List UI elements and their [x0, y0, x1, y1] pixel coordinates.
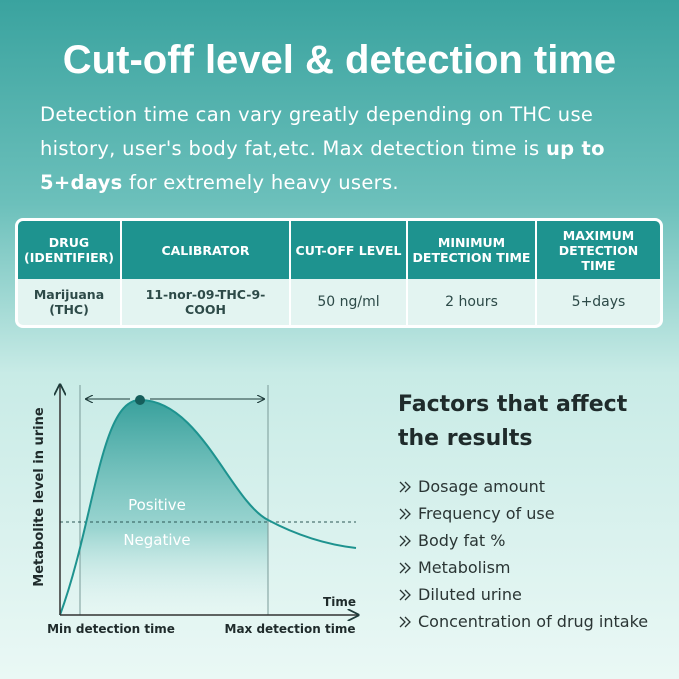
header-cell: MAXIMUM DETECTION TIME: [536, 221, 660, 279]
x-label: Time: [323, 595, 356, 609]
factor-item: Metabolism: [398, 554, 648, 581]
chevron-icon: [399, 589, 411, 600]
factor-item: Diluted urine: [398, 581, 648, 608]
min-label: Min detection time: [47, 622, 175, 636]
max-label: Max detection time: [225, 622, 356, 636]
table-grid: DRUG (IDENTIFIER) CALIBRATOR CUT-OFF LEVEL…: [18, 221, 660, 325]
cell: 5+days: [571, 294, 626, 310]
header-cell: CALIBRATOR: [121, 221, 291, 279]
header-cell: MINIMUM DETECTION TIME: [407, 221, 537, 279]
chevron-icon: [399, 508, 411, 519]
header-row: DRUG (IDENTIFIER) CALIBRATOR CUT-OFF LEVEL…: [18, 221, 660, 279]
peak-dot: [135, 395, 145, 405]
factors-title: Factors that affect the results: [398, 392, 628, 451]
cell: 11-nor-09-THC-9-COOH: [121, 279, 291, 325]
header-cell: DRUG (IDENTIFIER): [18, 221, 122, 279]
factor-text: Body fat %: [418, 531, 506, 550]
factor-item: Concentration of drug intake: [398, 608, 648, 635]
cell: Marijuana (THC): [18, 279, 122, 325]
factors-list: Dosage amount Frequency of use Body fat % M…: [398, 473, 648, 635]
data-row: Marijuana (THC) 11-nor-09-THC-9-COOH 50 ng…: [18, 279, 660, 325]
title: Cut-off level & detection time: [62, 38, 617, 82]
factor-text: Metabolism: [418, 558, 511, 577]
table: DRUG (IDENTIFIER) CALIBRATOR CUT-OFF LEVEL…: [15, 218, 663, 328]
positive-label: Positive: [128, 496, 186, 514]
description: Detection time can vary greatly dependin…: [40, 98, 645, 200]
cell: 2 hours: [407, 279, 537, 325]
desc-text: for extremely heavy users.: [122, 171, 399, 194]
chevron-icon: [399, 481, 411, 492]
factor-text: Concentration of drug intake: [418, 612, 649, 631]
header-cell: CUT-OFF LEVEL: [290, 221, 408, 279]
curve: [59, 398, 357, 616]
factor-item: Body fat %: [398, 527, 648, 554]
negative-label: Negative: [123, 531, 190, 549]
diagram: Positive Negative Metabolite level in ur…: [32, 0, 379, 636]
factor-text: Diluted urine: [418, 585, 522, 604]
cell: 50 ng/ml: [290, 279, 408, 325]
factor-item: Frequency of use: [398, 500, 648, 527]
chevron-icon: [399, 616, 411, 627]
chevron-icon: [399, 535, 411, 546]
desc-bold: up to 5+days: [40, 137, 605, 194]
factor-text: Frequency of use: [418, 504, 555, 523]
desc-text: Detection time can vary greatly dependin…: [40, 103, 594, 160]
y-label: Metabolite level in urine: [32, 407, 47, 587]
factor-item: Dosage amount: [398, 473, 648, 500]
factor-text: Dosage amount: [418, 477, 546, 496]
area: [80, 400, 268, 615]
chevron-icon: [399, 562, 411, 573]
